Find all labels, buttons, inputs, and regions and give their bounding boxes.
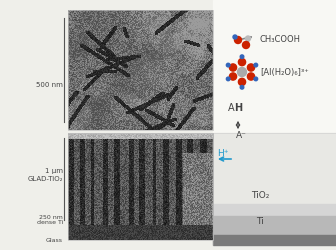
Text: H: H <box>234 103 242 113</box>
Circle shape <box>254 77 258 81</box>
Bar <box>213 216 336 235</box>
Bar <box>213 235 336 245</box>
Bar <box>213 133 336 216</box>
Circle shape <box>235 36 242 44</box>
Text: 500 nm: 500 nm <box>36 82 63 88</box>
Text: Ti: Ti <box>256 218 264 226</box>
Circle shape <box>243 42 250 48</box>
Circle shape <box>233 35 237 39</box>
Text: A⁻: A⁻ <box>236 130 246 140</box>
Bar <box>213 204 336 216</box>
Text: A: A <box>228 103 235 113</box>
Circle shape <box>226 63 230 67</box>
Bar <box>213 0 336 132</box>
Circle shape <box>254 63 258 67</box>
Circle shape <box>238 68 247 76</box>
Text: [Al(H₂O)₆]³⁺: [Al(H₂O)₆]³⁺ <box>260 68 309 76</box>
Circle shape <box>226 77 230 81</box>
Bar <box>68 133 213 240</box>
Circle shape <box>239 58 246 66</box>
Text: 1 μm
GLAD-TiO₂: 1 μm GLAD-TiO₂ <box>28 168 63 182</box>
Circle shape <box>229 64 237 71</box>
Text: H⁺: H⁺ <box>217 148 228 158</box>
Circle shape <box>247 73 255 80</box>
Circle shape <box>247 64 255 71</box>
Circle shape <box>246 36 251 41</box>
Circle shape <box>229 73 237 80</box>
Circle shape <box>240 86 244 89</box>
Text: 250 nm
dense Ti: 250 nm dense Ti <box>37 214 63 226</box>
Text: Glass: Glass <box>46 238 63 242</box>
Circle shape <box>240 55 244 58</box>
Text: CH₃COOH: CH₃COOH <box>259 36 300 44</box>
Bar <box>68 10 213 130</box>
Circle shape <box>239 78 246 86</box>
Text: TiO₂: TiO₂ <box>251 192 269 200</box>
